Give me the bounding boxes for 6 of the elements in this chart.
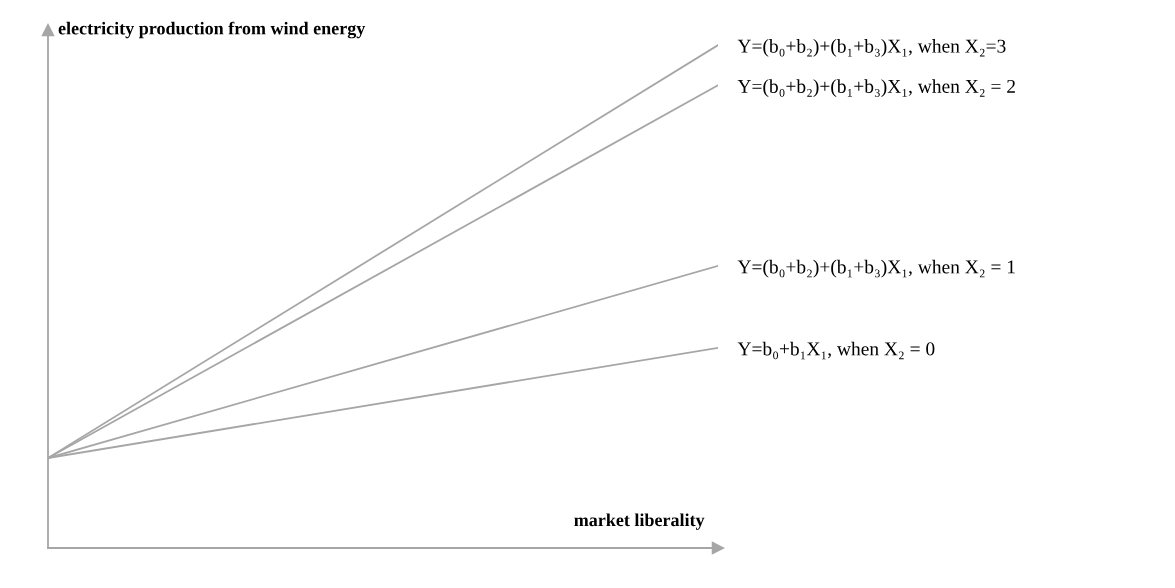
- series-label: Y=(b₀+b₂)+(b₁+b₃)X₁, when X₂ = 1: [737, 259, 1015, 278]
- series-label: Y=(b₀+b₂)+(b₁+b₃)X₁, when X₂ = 2: [737, 79, 1015, 97]
- x-axis-title: market liberality: [574, 513, 705, 530]
- series-label: Y=b₀+b₁X₁, when X₂ = 0: [737, 341, 935, 360]
- series-label: Y=(b₀+b₂)+(b₁+b₃)X₁, when X₂=3: [737, 39, 1006, 57]
- y-axis-title: electricity production from wind energy: [58, 21, 366, 39]
